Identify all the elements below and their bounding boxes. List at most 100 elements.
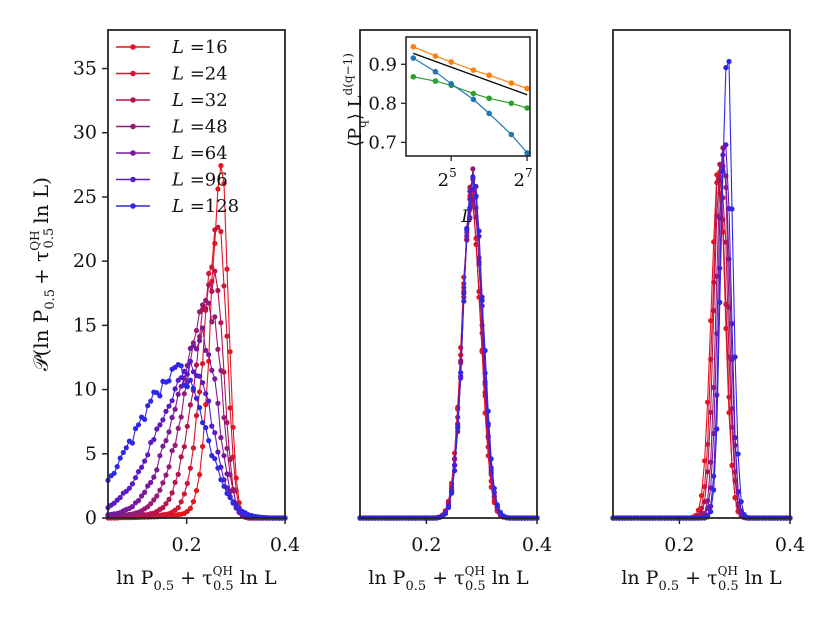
data-point bbox=[187, 402, 193, 408]
inset-data-point bbox=[486, 95, 492, 102]
data-point bbox=[218, 163, 224, 169]
inset-data-point bbox=[470, 90, 477, 97]
inset-data-point bbox=[470, 96, 477, 103]
data-point bbox=[455, 425, 461, 431]
data-point bbox=[157, 393, 163, 399]
series-line-96 bbox=[360, 185, 537, 519]
data-point bbox=[145, 403, 151, 409]
data-point bbox=[215, 186, 221, 192]
data-point bbox=[157, 487, 163, 493]
data-point bbox=[197, 309, 203, 315]
inset-data-point bbox=[410, 43, 417, 50]
data-point bbox=[224, 471, 230, 477]
data-point bbox=[178, 499, 184, 505]
data-point bbox=[479, 298, 485, 304]
data-point bbox=[732, 354, 738, 360]
data-point bbox=[473, 193, 479, 199]
legend-label-var: L bbox=[171, 117, 190, 138]
data-point bbox=[221, 283, 227, 289]
data-point bbox=[224, 490, 230, 496]
inset-y-tick-label: 0.8 bbox=[368, 93, 397, 114]
data-point bbox=[197, 389, 203, 395]
data-point bbox=[711, 279, 717, 285]
inset-x-tick-exp: 7 bbox=[525, 166, 533, 180]
y-tick-label: 5 bbox=[85, 443, 97, 465]
left-xlabel: ln P0.5 + τQH 0.5 ln L bbox=[116, 564, 277, 594]
y-tick-label: 10 bbox=[73, 379, 97, 401]
panel-right: 0.2 0.4 ln P0.5 + τQH 0.5 ln L bbox=[610, 29, 805, 594]
data-point bbox=[711, 308, 717, 314]
data-point bbox=[218, 228, 224, 235]
data-point bbox=[145, 483, 151, 489]
data-point bbox=[206, 398, 212, 404]
inset-data-point bbox=[524, 150, 530, 156]
data-point bbox=[135, 422, 142, 428]
data-point bbox=[200, 443, 206, 450]
inset-frame bbox=[405, 36, 531, 157]
data-point bbox=[203, 391, 209, 397]
legend-marker bbox=[130, 70, 136, 77]
x-axis-label-part: 0.5 bbox=[465, 579, 486, 594]
data-point bbox=[212, 430, 218, 436]
legend-label: L =16 bbox=[171, 37, 228, 58]
data-point bbox=[717, 265, 723, 271]
data-point bbox=[172, 386, 178, 392]
data-point bbox=[714, 180, 720, 186]
inset-x-tick-label: 25 bbox=[438, 166, 457, 191]
inset-data-point bbox=[410, 55, 417, 61]
legend-label: L =96 bbox=[171, 170, 228, 191]
legend-label: L =32 bbox=[171, 90, 228, 111]
series-line-96 bbox=[107, 359, 285, 519]
data-point bbox=[723, 142, 729, 148]
x-axis-label: ln P0.5 + τQH 0.5 ln L bbox=[368, 564, 529, 594]
inset-y-tick-label: 0.9 bbox=[368, 54, 397, 75]
data-point bbox=[729, 424, 735, 430]
data-point bbox=[723, 65, 729, 71]
legend-marker bbox=[130, 150, 136, 156]
x-axis-label-part: 0.5 bbox=[405, 579, 426, 594]
data-point bbox=[187, 465, 193, 471]
middle-axes-frame bbox=[359, 29, 538, 519]
data-point bbox=[157, 422, 163, 428]
series-line-96 bbox=[613, 144, 790, 519]
data-point bbox=[132, 426, 139, 432]
series-line-64 bbox=[613, 166, 790, 519]
data-point bbox=[445, 504, 452, 511]
data-point bbox=[203, 305, 209, 311]
data-point bbox=[458, 370, 464, 376]
data-point bbox=[187, 377, 193, 383]
data-point bbox=[184, 480, 190, 486]
data-point bbox=[200, 302, 206, 308]
data-point bbox=[470, 166, 476, 172]
legend-marker bbox=[130, 203, 136, 209]
inset-xlabel: L bbox=[460, 207, 472, 227]
right-xlabel: ln P0.5 + τQH 0.5 ln L bbox=[621, 564, 782, 594]
data-point bbox=[126, 485, 132, 491]
series-line-24 bbox=[107, 226, 285, 519]
data-point bbox=[166, 464, 172, 470]
inset-data-point bbox=[432, 78, 439, 84]
data-point bbox=[190, 369, 196, 375]
data-point bbox=[163, 472, 169, 478]
data-point bbox=[142, 489, 148, 495]
data-point bbox=[218, 367, 224, 374]
data-point bbox=[224, 445, 230, 451]
panel-middle: 0.2 0.4 ln P0.5 + τQH 0.5 ln L 25 27 0.70.8… bbox=[341, 29, 552, 594]
data-point bbox=[197, 338, 203, 344]
inset-fit-line bbox=[413, 52, 528, 96]
data-point bbox=[218, 435, 224, 441]
series-line-24 bbox=[613, 171, 790, 519]
legend-label-value: =32 bbox=[190, 90, 228, 111]
x-tick-label: 0.4 bbox=[270, 534, 300, 556]
data-point bbox=[139, 464, 145, 470]
x-axis-label-part: ln L bbox=[486, 567, 529, 589]
data-point bbox=[178, 363, 184, 369]
inset-yticks: 0.7 0.8 0.9 bbox=[368, 54, 406, 153]
data-point bbox=[160, 443, 166, 449]
data-point bbox=[193, 488, 200, 494]
data-point bbox=[190, 445, 196, 451]
data-point bbox=[200, 380, 206, 386]
data-point bbox=[732, 495, 738, 501]
data-point bbox=[129, 504, 135, 510]
inset-data-point bbox=[432, 53, 439, 59]
